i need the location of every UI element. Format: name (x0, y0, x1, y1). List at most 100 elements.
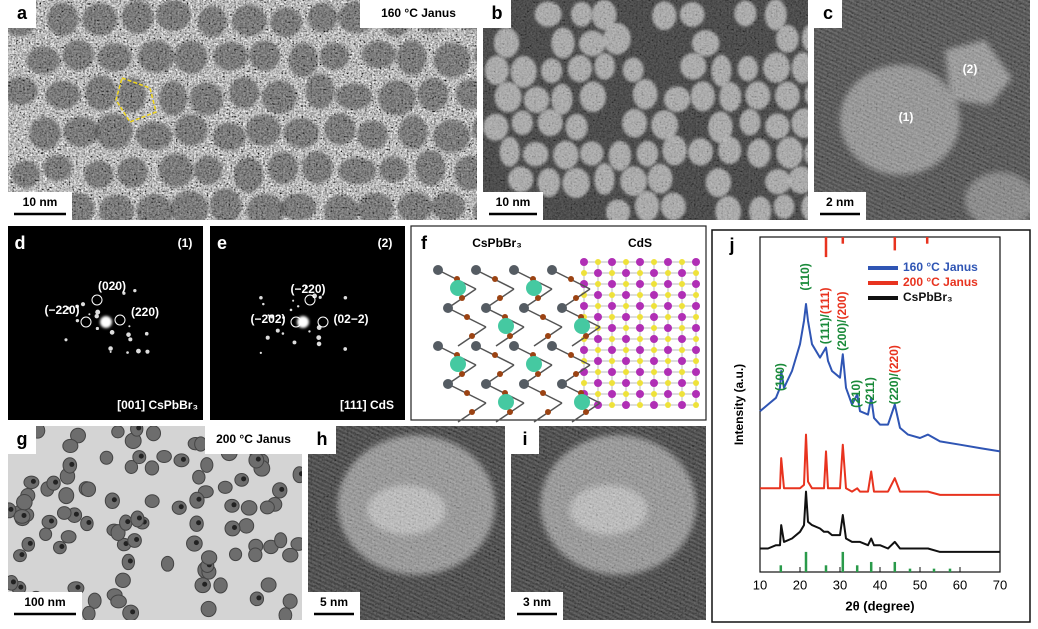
particle (193, 156, 223, 185)
particle (290, 537, 302, 551)
bromine-atom (469, 333, 475, 339)
spot (128, 325, 131, 328)
sulfur-atom (623, 325, 629, 331)
particle-core (241, 476, 247, 482)
particle (324, 194, 359, 220)
cadmium-atom (636, 324, 644, 332)
scale-bar-label: 3 nm (523, 595, 551, 609)
particle (397, 191, 433, 220)
cadmium-atom (692, 258, 700, 266)
sulfur-atom (637, 292, 643, 298)
particle-core (18, 584, 24, 590)
particle (261, 80, 297, 114)
cadmium-atom (608, 280, 616, 288)
spot (66, 306, 70, 310)
particle (63, 116, 99, 147)
bromine-atom (464, 390, 470, 396)
x-tick-label: 40 (873, 577, 887, 592)
x-tick-label: 70 (993, 577, 1007, 592)
cadmium-atom (594, 313, 602, 321)
particle-core (27, 540, 33, 546)
spot-label: (−202) (250, 312, 285, 326)
particle (228, 547, 243, 562)
particle (278, 607, 293, 620)
spot (122, 291, 126, 295)
panel-label: h (317, 429, 328, 449)
particle (144, 460, 160, 476)
particle (274, 532, 288, 549)
spot (95, 309, 101, 315)
cadmium-atom (650, 401, 658, 409)
cadmium-atom (650, 269, 658, 277)
particle (210, 188, 242, 220)
spectrum (760, 433, 1000, 496)
particle (212, 122, 246, 151)
particle (212, 41, 249, 71)
particle (60, 530, 77, 544)
particle-core (134, 536, 140, 542)
spot (126, 351, 129, 354)
peak-index: (220) (887, 376, 901, 404)
sulfur-atom (595, 347, 601, 353)
haadf-image (308, 426, 505, 620)
particle (454, 155, 477, 191)
spot (109, 350, 112, 353)
spot (75, 304, 80, 309)
particle (137, 40, 175, 73)
lead-atom (471, 341, 481, 351)
peak-annotation: (110) (798, 263, 812, 290)
particle (307, 3, 338, 33)
cadmium-atom (608, 346, 616, 354)
sulfur-atom (609, 314, 615, 320)
sulfur-atom (693, 314, 699, 320)
bromine-atom (459, 371, 465, 377)
particle-core (59, 544, 65, 550)
peak-annotation: (200)/(200) (835, 292, 849, 351)
particle (82, 605, 96, 620)
particle (70, 427, 86, 444)
particle-core (138, 453, 144, 459)
particle-core (255, 456, 261, 462)
hrtem-image (814, 0, 1030, 220)
particle-core (48, 518, 54, 524)
bromine-atom (469, 409, 475, 415)
sulfur-atom (665, 380, 671, 386)
particle (117, 77, 146, 113)
spot (304, 285, 308, 289)
cadmium-atom (608, 368, 616, 376)
sulfur-atom (651, 281, 657, 287)
cadmium-atom (622, 313, 630, 321)
particle (324, 113, 356, 145)
particle (213, 577, 228, 594)
sulfur-atom (679, 391, 685, 397)
cadmium-atom (664, 324, 672, 332)
cadmium-atom (622, 269, 630, 277)
spot (292, 299, 295, 302)
bromine-atom (583, 409, 589, 415)
spot (296, 305, 300, 308)
lead-atom (547, 341, 557, 351)
spectrum (760, 490, 1000, 553)
cadmium-atom (678, 357, 686, 365)
particle (238, 518, 255, 534)
cadmium-atom (678, 401, 686, 409)
sulfur-atom (637, 270, 643, 276)
sulfur-atom (679, 303, 685, 309)
particle-core (130, 609, 136, 615)
lead-atom (519, 379, 529, 389)
lead-atom (557, 379, 567, 389)
particle-core (231, 502, 237, 508)
scale-bar-box (8, 592, 82, 620)
particle (135, 121, 173, 150)
particle (58, 487, 75, 505)
particle-core (202, 581, 208, 587)
particle (292, 466, 302, 484)
cadmium-atom (678, 269, 686, 277)
sulfur-atom (609, 380, 615, 386)
cesium-atom (526, 280, 542, 296)
bromine-atom (540, 314, 546, 320)
cadmium-atom (622, 357, 630, 365)
particle-core (111, 497, 117, 503)
particle (233, 157, 264, 193)
particle (474, 46, 477, 64)
